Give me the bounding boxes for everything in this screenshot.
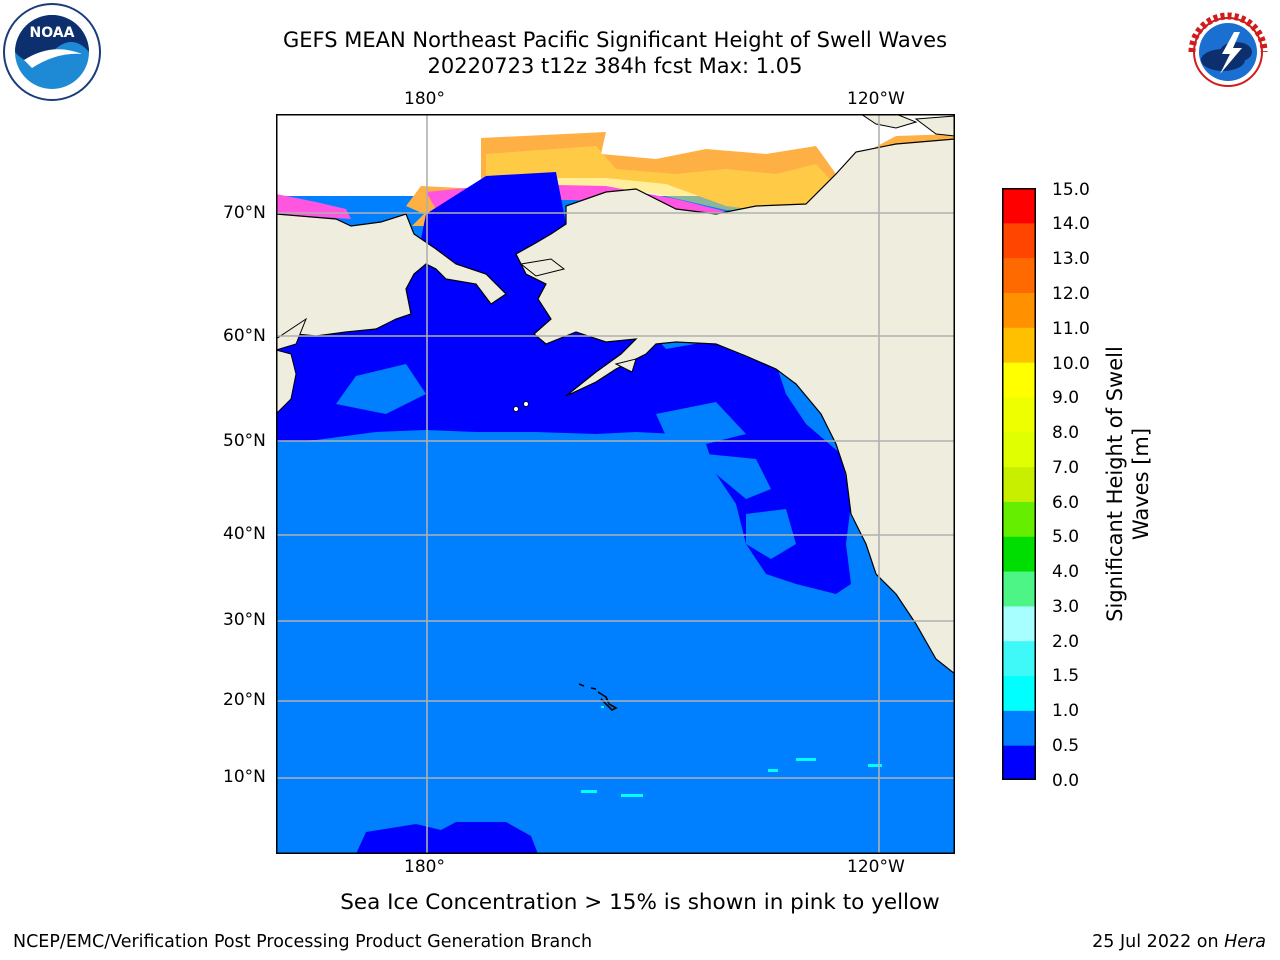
colorbar-label-line2: Waves [m] xyxy=(1129,427,1153,541)
noaa-logo: NOAA xyxy=(2,2,102,102)
lon-label-bottom-180: 180° xyxy=(404,857,445,877)
colorbar-bin xyxy=(1002,536,1036,572)
colorbar-bin xyxy=(1002,396,1036,433)
lat-label-50n: 50°N xyxy=(223,431,266,451)
noaa-logo-graphic: NOAA xyxy=(3,3,101,101)
colorbar-bin xyxy=(1002,640,1036,677)
chart-title: GEFS MEAN Northeast Pacific Significant … xyxy=(282,28,948,52)
lat-label-60n: 60°N xyxy=(223,326,266,346)
colorbar-tick: 1.0 xyxy=(1052,701,1080,721)
lat-label-10n: 10°N xyxy=(223,767,266,787)
colorbar-tick: 14.0 xyxy=(1052,214,1090,234)
colorbar-bin xyxy=(1002,222,1036,259)
colorbar-tick: 5.0 xyxy=(1052,527,1080,547)
colorbar-bin xyxy=(1002,501,1036,537)
credit-text: NCEP/EMC/Verification Post Processing Pr… xyxy=(13,932,593,952)
chart-subtitle: 20220723 t12z 384h fcst Max: 1.05 xyxy=(427,54,803,78)
colorbar-tick: 13.0 xyxy=(1052,249,1090,269)
lat-label-30n: 30°N xyxy=(223,610,266,630)
lon-label-top-180: 180° xyxy=(404,89,445,109)
colorbar-tick: 0.5 xyxy=(1052,736,1080,756)
colorbar-bin xyxy=(1002,675,1036,711)
colorbar-tick: 2.0 xyxy=(1052,632,1080,652)
nws-logo xyxy=(1178,2,1278,102)
ocean-low-south xyxy=(356,822,538,854)
colorbar-label-line1: Significant Height of Swell xyxy=(1103,346,1127,622)
hawaii-islands xyxy=(578,683,618,711)
lat-label-70n: 70°N xyxy=(223,203,266,223)
colorbar-tick: 4.0 xyxy=(1052,562,1080,582)
colorbar-bin xyxy=(1002,188,1036,224)
noaa-logo-text: NOAA xyxy=(30,25,75,41)
colorbar-tick: 11.0 xyxy=(1052,319,1090,339)
lon-label-bottom-120w: 120°W xyxy=(847,857,905,877)
colorbar-frame xyxy=(1002,188,1036,780)
date-text: 25 Jul 2022 on Hera xyxy=(1092,932,1266,952)
colorbar-bin xyxy=(1002,571,1036,607)
ocean-low-swell-region xyxy=(276,172,851,594)
colorbar-bin xyxy=(1002,466,1036,502)
colorbar-tick: 9.0 xyxy=(1052,388,1080,408)
colorbar-bin xyxy=(1002,710,1036,746)
graticule xyxy=(276,114,955,854)
colorbar-tick: 3.0 xyxy=(1052,597,1080,617)
map-svg xyxy=(275,113,956,854)
colorbar-tick: 15.0 xyxy=(1052,180,1090,200)
colorbar-bin xyxy=(1002,605,1036,642)
colorbar-bin xyxy=(1002,257,1036,293)
colorbar-bin xyxy=(1002,362,1036,398)
colorbar-bin xyxy=(1002,292,1036,328)
colorbar-bin xyxy=(1002,745,1036,781)
colorbar-tick: 8.0 xyxy=(1052,423,1080,443)
lat-label-20n: 20°N xyxy=(223,690,266,710)
date-label: 25 Jul 2022 on xyxy=(1092,932,1225,952)
lon-label-top-120w: 120°W xyxy=(847,89,905,109)
ocean-patch xyxy=(336,364,426,414)
nws-logo-graphic xyxy=(1180,4,1276,100)
colorbar xyxy=(1002,188,1036,781)
colorbar-tick: 1.5 xyxy=(1052,666,1080,686)
colorbar-svg xyxy=(1002,188,1036,781)
colorbar-tick: 7.0 xyxy=(1052,458,1080,478)
colorbar-tick: 6.0 xyxy=(1052,493,1080,513)
colorbar-bin xyxy=(1002,431,1036,468)
map-frame xyxy=(276,114,955,854)
map-panel xyxy=(275,113,956,854)
land-siberia xyxy=(275,213,507,340)
sea-ice-note: Sea Ice Concentration > 15% is shown in … xyxy=(340,890,940,915)
lat-label-40n: 40°N xyxy=(223,524,266,544)
colorbar-tick: 10.0 xyxy=(1052,354,1090,374)
machine-name: Hera xyxy=(1224,932,1266,952)
colorbar-bin xyxy=(1002,327,1036,363)
colorbar-tick: 12.0 xyxy=(1052,284,1090,304)
land-north-america xyxy=(515,138,956,676)
colorbar-tick: 0.0 xyxy=(1052,771,1080,791)
